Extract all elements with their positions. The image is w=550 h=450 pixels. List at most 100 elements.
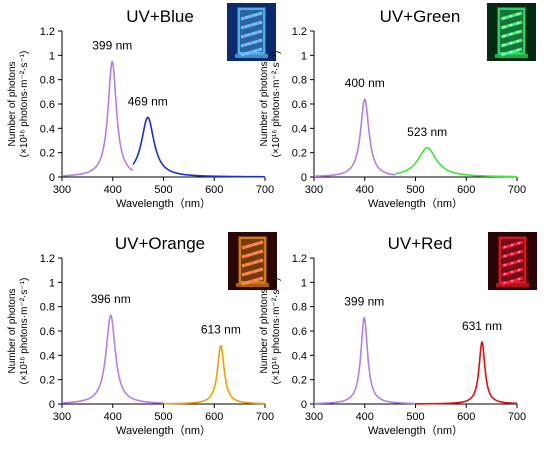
spectrum-line-uv (61, 314, 164, 404)
photo-lamp-base (236, 283, 269, 287)
photo-led-dot (510, 243, 514, 247)
led-lamp-red-photo (488, 232, 537, 290)
spectrum-line-visible (394, 147, 518, 178)
x-tick-label: 300 (305, 184, 323, 196)
photo-led-dot (510, 252, 514, 256)
photo-led-dot (509, 50, 513, 54)
y-tick-label: 1 (49, 50, 55, 62)
x-tick-label: 600 (457, 184, 475, 196)
y-tick-label: 1.2 (292, 26, 307, 38)
x-tick-label: 600 (205, 184, 223, 196)
photo-led-dot (242, 43, 246, 47)
photo-lamp-base (495, 54, 528, 58)
panel-title: UV+Blue (126, 7, 194, 26)
x-tick-label: 300 (53, 411, 71, 423)
spectrum-line-uv (61, 60, 134, 177)
photo-led-dot (509, 32, 513, 36)
y-tick-label: 0.8 (40, 302, 55, 314)
x-tick-label: 400 (356, 184, 374, 196)
photo-led-dot (503, 245, 507, 249)
spectrum-panel: 0 0.2 0.4 0.6 0.8 1 1.2 300 400 500 600 700 Waveleng… (7, 232, 277, 437)
y-tick-label: 1 (301, 277, 307, 289)
panel-title: UV+Red (388, 234, 453, 253)
y-tick-label: 0.8 (292, 75, 307, 87)
y-tick-label: 0.6 (40, 99, 55, 111)
y-tick-label: 0.2 (292, 148, 307, 160)
x-axis-label: Wavelength（nm） (368, 424, 463, 437)
photo-led-dot (257, 259, 261, 263)
photo-led-dot (250, 270, 254, 274)
photo-led-dot (503, 272, 507, 276)
panel-title: UV+Green (380, 7, 461, 26)
peak-label: 399 nm (344, 295, 384, 309)
x-tick-label: 300 (305, 411, 323, 423)
photo-led-dot (249, 23, 253, 27)
y-tick-label: 0.4 (40, 350, 55, 362)
photo-led-dot (516, 39, 520, 43)
x-tick-label: 700 (256, 184, 274, 196)
x-tick-label: 400 (104, 184, 122, 196)
photo-led-dot (243, 263, 247, 267)
y-tick-label: 1.2 (292, 253, 307, 265)
peak-label: 631 nm (462, 319, 502, 333)
y-axis-label-units: (×10¹⁶ photons·m⁻²·s⁻¹) (19, 278, 30, 385)
photo-led-dot (517, 277, 521, 281)
y-tick-label: 0.2 (40, 148, 55, 160)
spectrum-panel: 0 0.2 0.4 0.6 0.8 1 1.2 300 400 500 600 700 Waveleng… (259, 232, 537, 437)
y-axis-label: Number of photons (259, 288, 270, 373)
x-tick-label: 300 (53, 184, 71, 196)
photo-led-dot (516, 30, 520, 34)
y-axis-label-units: (×10¹⁶ photons·m⁻²·s⁻¹) (19, 51, 30, 158)
y-tick-label: 0.8 (292, 302, 307, 314)
photo-led-dot (249, 50, 253, 54)
photo-led-dot (516, 48, 520, 52)
y-axis-label-units: (×10¹⁶ photons·m⁻²·s⁻¹) (271, 51, 282, 158)
x-tick-label: 600 (457, 411, 475, 423)
y-tick-label: 0.4 (292, 123, 307, 135)
photo-led-dot (250, 243, 254, 247)
peak-label: 523 nm (407, 125, 447, 139)
x-tick-label: 500 (154, 184, 172, 196)
photo-led-dot (257, 241, 261, 245)
photo-led-dot (257, 268, 261, 272)
photo-led-dot (516, 21, 520, 25)
y-axis-label-units: (×10¹⁶ photons·m⁻²·s⁻¹) (271, 278, 282, 385)
y-axis-label: Number of photons (7, 61, 18, 146)
photo-led-dot (256, 39, 260, 43)
x-tick-label: 400 (356, 411, 374, 423)
photo-led-dot (243, 245, 247, 249)
photo-led-dot (249, 41, 253, 45)
photo-led-dot (242, 34, 246, 38)
y-tick-label: 0 (301, 172, 307, 184)
spectrum-line-visible (415, 341, 518, 405)
y-tick-label: 0 (301, 399, 307, 411)
photo-led-dot (249, 14, 253, 18)
photo-led-dot (242, 16, 246, 20)
y-tick-label: 0.4 (292, 350, 307, 362)
y-axis-label: Number of photons (7, 288, 18, 373)
photo-led-dot (243, 254, 247, 258)
y-tick-label: 0.6 (292, 326, 307, 338)
photo-led-dot (250, 252, 254, 256)
y-tick-label: 0.2 (40, 375, 55, 387)
y-tick-label: 0 (49, 172, 55, 184)
y-tick-label: 1 (49, 277, 55, 289)
photo-led-dot (249, 32, 253, 36)
photo-led-dot (509, 23, 513, 27)
photo-led-dot (256, 30, 260, 34)
spectrum-line-uv (313, 316, 416, 405)
photo-led-dot (250, 279, 254, 283)
y-tick-label: 0.2 (292, 375, 307, 387)
y-tick-label: 0.4 (40, 123, 55, 135)
photo-led-dot (509, 41, 513, 45)
y-tick-label: 0.6 (292, 99, 307, 111)
photo-led-dot (516, 12, 520, 16)
spectrum-line-visible (163, 344, 266, 405)
photo-led-dot (502, 16, 506, 20)
y-tick-label: 0.8 (40, 75, 55, 87)
photo-led-dot (510, 270, 514, 274)
x-tick-label: 500 (406, 184, 424, 196)
photo-led-dot (243, 272, 247, 276)
panel-title: UV+Orange (115, 234, 205, 253)
led-lamp-orange-photo (228, 232, 277, 290)
